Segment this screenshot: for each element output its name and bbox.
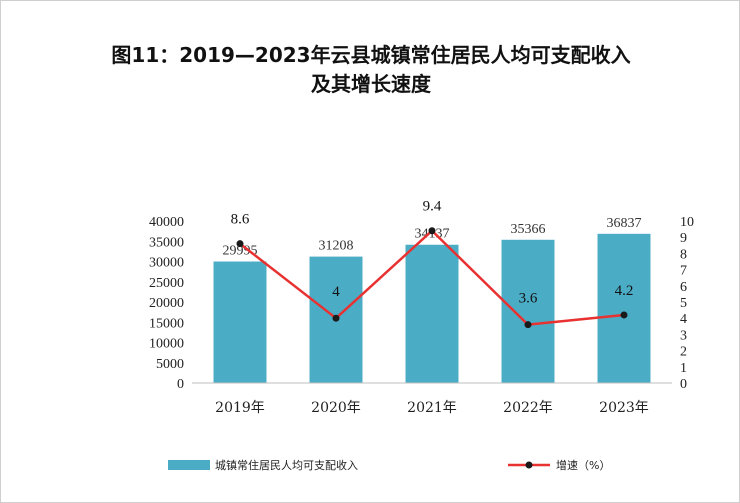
y-right-tick-label: 7 <box>680 264 687 279</box>
line-point <box>620 311 628 319</box>
bar-data-label: 36837 <box>607 216 642 231</box>
y-left-tick-label: 25000 <box>149 276 184 291</box>
line-point <box>428 227 436 235</box>
bar-data-label: 29995 <box>223 244 258 259</box>
y-right-tick-label: 4 <box>680 312 687 327</box>
x-tick-label: 2022年 <box>503 400 553 416</box>
y-right-tick-label: 3 <box>680 328 687 343</box>
bar-data-label: 35366 <box>511 222 546 237</box>
line-data-label: 4 <box>332 284 340 300</box>
bar <box>501 239 555 383</box>
line-point <box>332 314 340 322</box>
y-left-tick-label: 40000 <box>149 215 184 230</box>
y-right-tick-label: 9 <box>680 231 687 246</box>
line-data-label: 4.2 <box>615 283 634 299</box>
bar <box>405 244 459 383</box>
y-right-tick-label: 0 <box>680 377 687 392</box>
x-tick-label: 2023年 <box>599 400 649 416</box>
line-point <box>236 240 244 248</box>
x-tick-label: 2019年 <box>215 400 265 416</box>
chart-title-line1: 图11：2019—2023年云县城镇常住居民人均可支配收入 <box>111 43 631 67</box>
line-point <box>524 321 532 329</box>
y-right-tick-label: 10 <box>680 215 694 230</box>
bar <box>213 261 267 383</box>
line-data-label: 9.4 <box>423 199 442 215</box>
y-left-tick-label: 20000 <box>149 296 184 311</box>
y-right-tick-label: 1 <box>680 361 687 376</box>
legend-bar-label: 城镇常住居民人均可支配收入 <box>215 458 358 472</box>
chart-title-line2: 及其增长速度 <box>311 72 431 96</box>
y-left-tick-label: 15000 <box>149 316 184 331</box>
line-data-label: 3.6 <box>519 291 538 307</box>
bar-data-label: 31208 <box>319 239 354 254</box>
x-tick-label: 2020年 <box>311 400 361 416</box>
y-left-tick-label: 35000 <box>149 235 184 250</box>
bar <box>597 233 651 383</box>
legend-line-marker <box>525 461 533 469</box>
y-right-tick-label: 2 <box>680 345 687 360</box>
y-right-tick-label: 5 <box>680 296 687 311</box>
legend-bar-swatch <box>168 460 210 470</box>
y-right-tick-label: 6 <box>680 280 687 295</box>
y-left-tick-label: 10000 <box>149 337 184 352</box>
y-left-tick-label: 0 <box>177 377 184 392</box>
legend-line-label: 增速（%） <box>556 458 610 472</box>
line-data-label: 8.6 <box>231 212 250 228</box>
y-left-tick-label: 5000 <box>156 357 184 372</box>
y-left-tick-label: 30000 <box>149 256 184 271</box>
x-tick-label: 2021年 <box>407 400 457 416</box>
chart-title: 图11：2019—2023年云县城镇常住居民人均可支配收入 及其增长速度 <box>1 41 740 99</box>
y-right-tick-label: 8 <box>680 247 687 262</box>
